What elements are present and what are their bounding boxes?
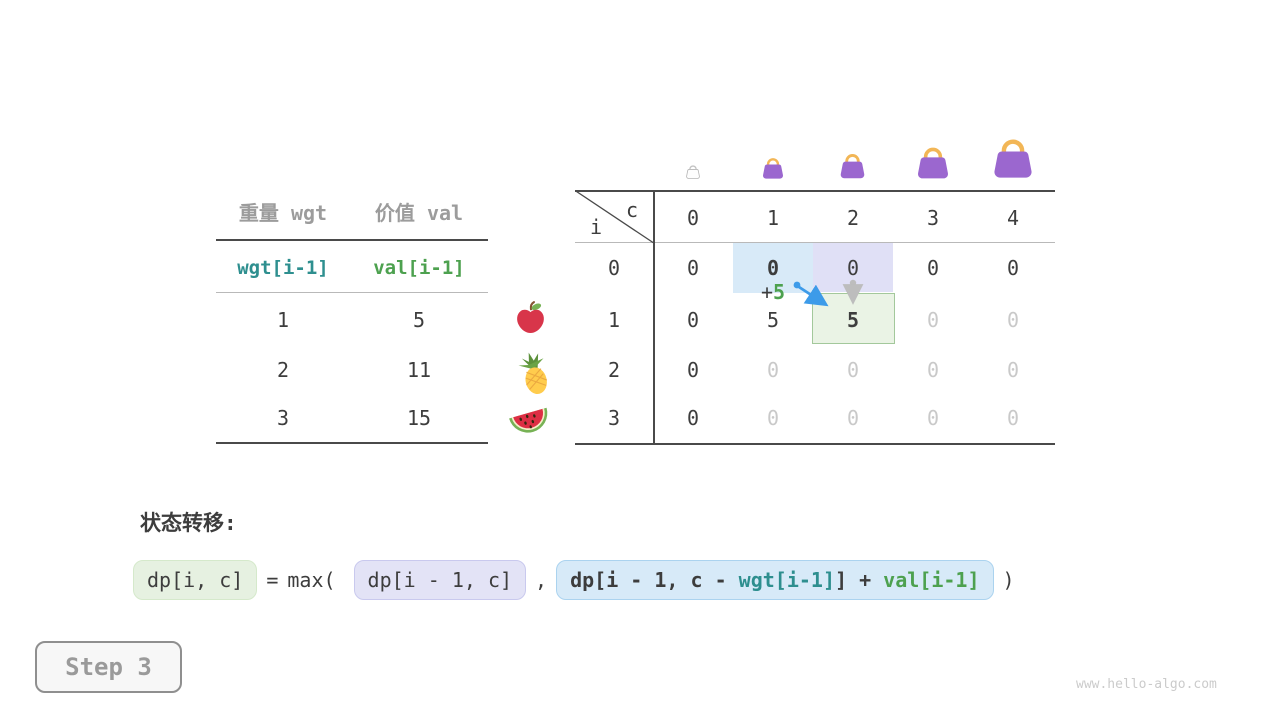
corner-col-var: c [625, 198, 639, 222]
dp-cell: 0 [686, 358, 700, 382]
bag-icon-capacity-1 [763, 158, 783, 179]
annotation-value: 5 [773, 280, 786, 304]
watermark: www.hello-algo.com [1076, 677, 1217, 692]
dp-cell: 5 [766, 308, 780, 332]
dp-cell: 0 [846, 358, 860, 382]
formula-comma: , [535, 568, 548, 592]
item-weight: 1 [276, 308, 290, 332]
dp-cell: 0 [686, 406, 700, 430]
dp-row-label: 2 [607, 358, 621, 382]
dp-cell: 0 [926, 308, 940, 332]
dp-cell: 0 [686, 308, 700, 332]
item-value: 11 [406, 358, 432, 382]
dp-col-header: 3 [926, 206, 940, 230]
dp-cell: 0 [1006, 406, 1020, 430]
dp-cell: 0 [766, 406, 780, 430]
take-arrow [793, 281, 829, 307]
dp-table-header-rule [575, 242, 1055, 243]
formula-equals: = [266, 568, 279, 592]
bag-icon-capacity-2 [840, 154, 865, 179]
dp-cell: 0 [846, 406, 860, 430]
transition-arrows [793, 279, 864, 307]
dp-cell: 0 [846, 256, 860, 280]
dp-corner-diagonal [576, 191, 655, 245]
pineapple-icon [518, 352, 548, 395]
dp-cell: 0 [766, 256, 780, 280]
formula-take-plus: ] + [835, 568, 884, 592]
formula-take-box: dp[i - 1, c - wgt[i-1]] + val[i-1] [556, 560, 994, 600]
dp-row-label: 3 [607, 406, 621, 430]
watermelon-icon [509, 407, 548, 433]
formula-max-open: max( [287, 568, 336, 592]
bag-icon-capacity-3 [918, 147, 948, 179]
dp-row-label: 0 [607, 256, 621, 280]
dp-cell: 0 [686, 256, 700, 280]
formula-skip-box: dp[i - 1, c] [353, 560, 527, 600]
dp-cell: 0 [1006, 358, 1020, 382]
dp-cell: 0 [926, 358, 940, 382]
skip-arrow [842, 279, 864, 305]
item-weight: 2 [276, 358, 290, 382]
items-table-bottom-rule [216, 442, 488, 444]
apple-icon [517, 301, 544, 334]
step-badge: Step 3 [35, 641, 182, 693]
dp-col-header: 1 [766, 206, 780, 230]
item-value: 5 [412, 308, 426, 332]
dp-cell: 0 [926, 406, 940, 430]
formula-take-dp: dp[i - 1, c - [570, 568, 739, 592]
dp-col-header: 2 [846, 206, 860, 230]
formula-take-wgt: wgt[i-1] [738, 568, 835, 592]
items-code-value: val[i-1] [373, 257, 465, 279]
formula-close-paren: ) [1002, 568, 1015, 592]
dp-cell: 0 [1006, 308, 1020, 332]
item-value: 15 [406, 406, 432, 430]
items-header-weight: 重量 wgt [238, 201, 328, 225]
transition-annotation: +5 [761, 281, 785, 303]
dp-table-bottom-rule [575, 443, 1055, 445]
items-header-value: 价值 val [374, 201, 464, 225]
dp-cell: 0 [1006, 256, 1020, 280]
item-weight: 3 [276, 406, 290, 430]
corner-row-var: i [589, 215, 603, 239]
dp-table-top-rule [575, 190, 1055, 192]
bag-icon-capacity-0 [686, 165, 700, 179]
items-table-top-rule [216, 239, 488, 241]
annotation-operator: + [761, 280, 774, 304]
formula-take-val: val[i-1] [883, 568, 980, 592]
items-code-weight: wgt[i-1] [237, 257, 329, 279]
dp-cell-current: 5 [846, 308, 860, 332]
transition-label: 状态转移: [140, 511, 237, 535]
bag-icon-capacity-4 [994, 139, 1032, 178]
dp-table-vertical-rule [653, 190, 655, 444]
dp-col-header: 0 [686, 206, 700, 230]
formula-lhs-box: dp[i, c] [133, 560, 258, 600]
dp-col-header: 4 [1006, 206, 1020, 230]
items-table-mid-rule [216, 292, 488, 293]
dp-row-label: 1 [607, 308, 621, 332]
dp-cell: 0 [926, 256, 940, 280]
transition-formula: dp[i, c] = max( dp[i - 1, c] , dp[i - 1,… [133, 560, 1024, 600]
dp-cell: 0 [766, 358, 780, 382]
